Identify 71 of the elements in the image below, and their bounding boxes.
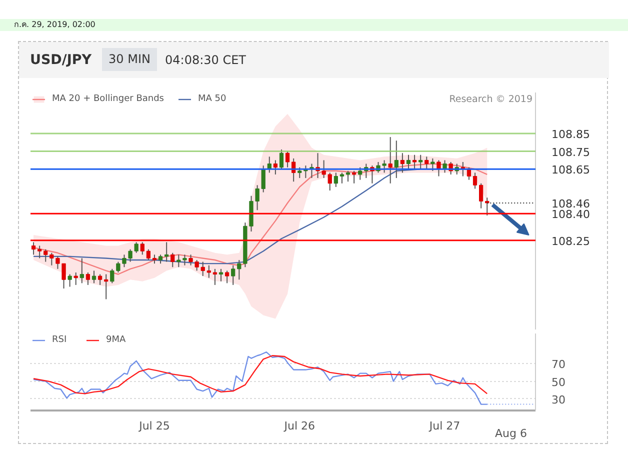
annotation: Research © 2019 <box>449 94 533 105</box>
candlestick <box>80 258 84 284</box>
candlestick <box>406 154 411 170</box>
candlestick <box>44 248 48 262</box>
x-tick-label: Jul 25 <box>138 420 170 432</box>
candlestick <box>182 254 187 266</box>
candlestick <box>140 242 144 256</box>
candlestick <box>176 254 181 268</box>
candlestick <box>62 263 66 290</box>
candlestick <box>164 242 169 262</box>
candlestick <box>400 152 405 174</box>
candlestick <box>382 160 386 174</box>
y-tick-label: 70 <box>552 358 566 372</box>
legend-label: RSI <box>52 335 68 345</box>
candlestick <box>92 270 96 284</box>
y-tick-label: 108.46 <box>552 197 590 210</box>
candlestick <box>436 160 441 177</box>
candlestick <box>170 252 175 268</box>
chart-subtitle: 30 MIN <box>102 48 157 71</box>
legend-label: MA 50 <box>198 94 226 104</box>
line-series <box>32 355 488 394</box>
y-tick-label: 108.25 <box>552 234 590 248</box>
text: ก.ค. 29, 2019, 02:00 <box>13 20 96 29</box>
candlestick <box>279 149 284 170</box>
y-tick-label: 30 <box>552 393 566 406</box>
line-series <box>32 351 488 405</box>
candlestick <box>74 272 78 286</box>
candlestick <box>273 160 278 175</box>
candlestick <box>430 158 435 172</box>
candlestick <box>328 172 332 192</box>
candlestick <box>98 274 102 286</box>
candlestick <box>322 160 326 179</box>
legend-label: 9MA <box>106 335 126 345</box>
candlestick <box>394 140 398 179</box>
candlestick <box>340 172 344 184</box>
candlestick <box>231 264 236 286</box>
candlestick <box>38 245 42 259</box>
chart-title: USD/JPY <box>30 51 92 70</box>
candlestick <box>68 274 72 288</box>
text: Aug 6 <box>495 426 527 442</box>
candlestick <box>218 268 224 282</box>
y-tick-label: 108.85 <box>552 128 590 141</box>
candlestick <box>212 268 218 286</box>
candlestick <box>412 154 417 170</box>
candlestick <box>346 170 350 182</box>
candlestick <box>298 166 302 179</box>
x-tick-label: Jul 26 <box>283 420 316 432</box>
candlestick <box>424 156 429 170</box>
candlestick <box>352 170 356 184</box>
legend-label: MA 20 + Bollinger Bands <box>52 94 164 104</box>
candlestick <box>472 172 478 190</box>
candlestick <box>31 242 36 256</box>
candlestick <box>146 248 150 261</box>
candlestick <box>442 160 447 174</box>
y-tick-label: 108.75 <box>552 146 590 159</box>
candlestick <box>479 182 484 209</box>
candlestick <box>224 270 230 284</box>
candlestick <box>334 172 338 188</box>
candlestick <box>206 264 211 278</box>
x-tick-label: Jul 27 <box>428 420 460 432</box>
text: 04:08:30 CET <box>165 52 246 69</box>
candlestick <box>388 136 392 184</box>
y-tick-label: 50 <box>552 376 566 389</box>
candlestick <box>418 154 423 170</box>
candlestick <box>285 150 290 168</box>
y-tick-label: 108.40 <box>552 208 590 222</box>
candlestick <box>358 166 362 180</box>
candlestick <box>485 197 490 216</box>
y-tick-label: 108.65 <box>552 164 590 177</box>
candlestick <box>86 272 90 286</box>
candlestick <box>134 242 138 254</box>
